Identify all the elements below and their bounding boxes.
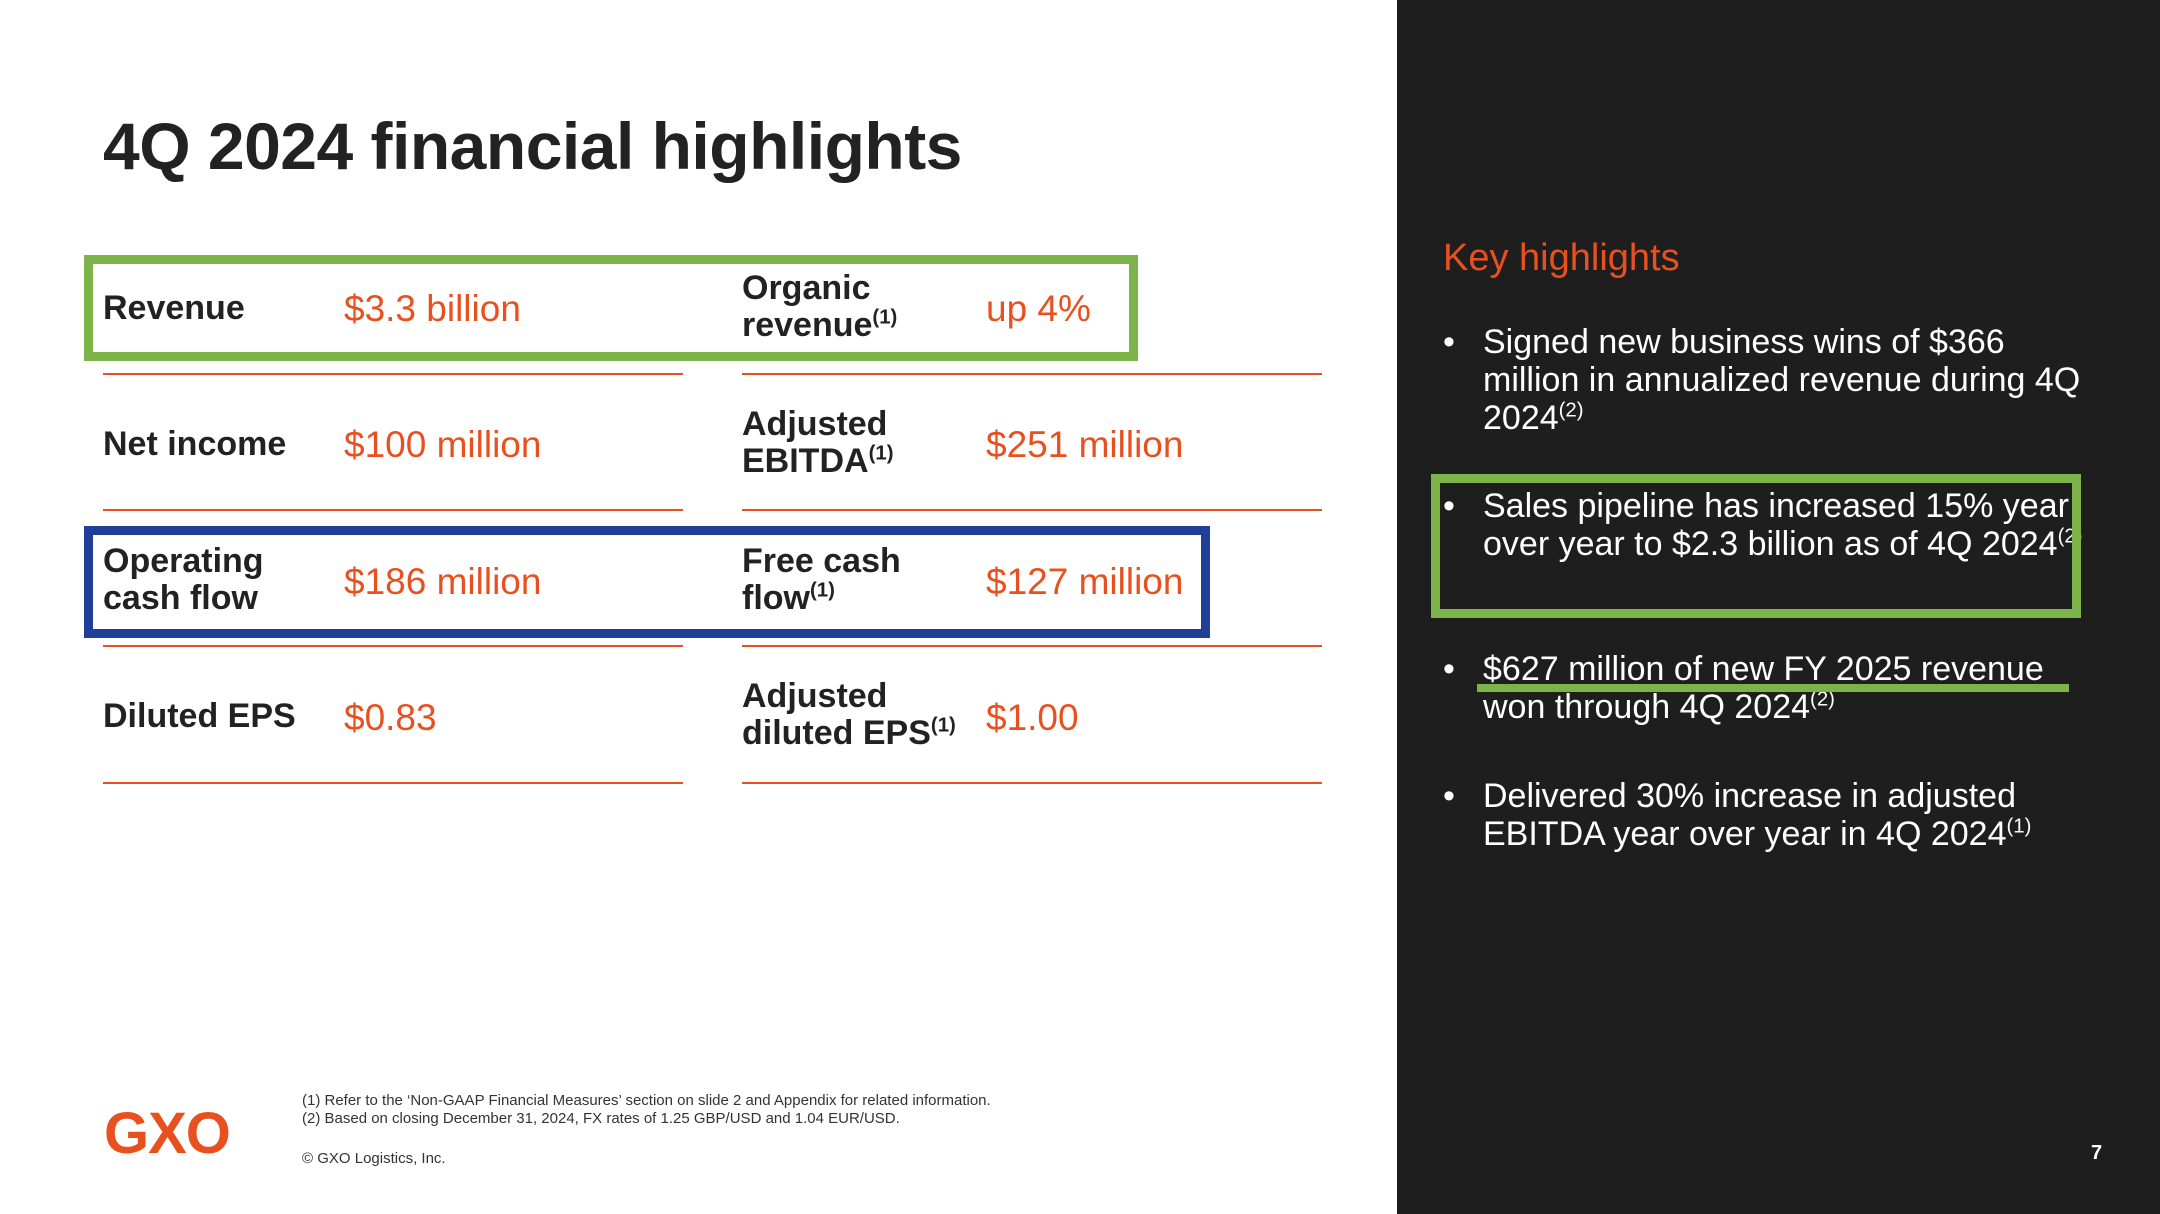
footnote-1: (1) Refer to the ‘Non-GAAP Financial Mea… [302, 1092, 991, 1109]
metric-value-operating-cash-flow: $186 million [344, 561, 542, 602]
divider [742, 373, 1322, 375]
divider [742, 509, 1322, 511]
metric-label-organic-revenue: Organic revenue(1) [742, 269, 898, 344]
slide-title: 4Q 2024 financial highlights [103, 109, 962, 183]
metric-label-adjusted-ebitda: Adjusted EBITDA(1) [742, 405, 894, 480]
metric-label-diluted-eps: Diluted EPS [103, 697, 296, 735]
metric-label-operating-cash-flow: Operating cash flow [103, 542, 264, 617]
metric-value-adjusted-diluted-eps: $1.00 [986, 697, 1079, 738]
metric-value-net-income: $100 million [344, 424, 542, 465]
metric-label-free-cash-flow: Free cash flow(1) [742, 542, 901, 617]
metric-label-revenue: Revenue [103, 289, 245, 327]
metric-label-net-income: Net income [103, 425, 287, 463]
metric-value-free-cash-flow: $127 million [986, 561, 1184, 602]
bullet-dot: • [1443, 650, 1455, 688]
highlight-text: Sales pipeline has increased 15% year ov… [1483, 487, 2083, 563]
metric-value-diluted-eps: $0.83 [344, 697, 437, 738]
footnote-2: (2) Based on closing December 31, 2024, … [302, 1110, 900, 1127]
bullet-dot: • [1443, 487, 1455, 525]
divider [103, 782, 683, 784]
divider [103, 509, 683, 511]
metric-value-adjusted-ebitda: $251 million [986, 424, 1184, 465]
copyright: © GXO Logistics, Inc. [302, 1150, 446, 1167]
highlight-text: Signed new business wins of $366 million… [1483, 323, 2081, 437]
highlight-text: $627 million of new FY 2025 revenue won … [1483, 650, 2044, 726]
metric-value-organic-revenue: up 4% [986, 288, 1091, 329]
page-number: 7 [2091, 1142, 2103, 1164]
bullet-dot: • [1443, 323, 1455, 361]
key-highlights-title: Key highlights [1443, 237, 1680, 279]
divider [742, 782, 1322, 784]
highlight-text: Delivered 30% increase in adjusted EBITD… [1483, 777, 2032, 853]
metric-value-revenue: $3.3 billion [344, 288, 521, 329]
divider [742, 645, 1322, 647]
gxo-logo: GXO [104, 1101, 231, 1166]
content-panel: 4Q 2024 financial highlights Revenue $3.… [84, 109, 1322, 1167]
bullet-dot: • [1443, 777, 1455, 815]
key-highlights-panel [1397, 0, 2160, 1214]
divider [103, 645, 683, 647]
divider [103, 373, 683, 375]
highlight-underline-revenue-won [1477, 684, 2069, 692]
metric-label-adjusted-diluted-eps: Adjusted diluted EPS(1) [742, 677, 956, 752]
